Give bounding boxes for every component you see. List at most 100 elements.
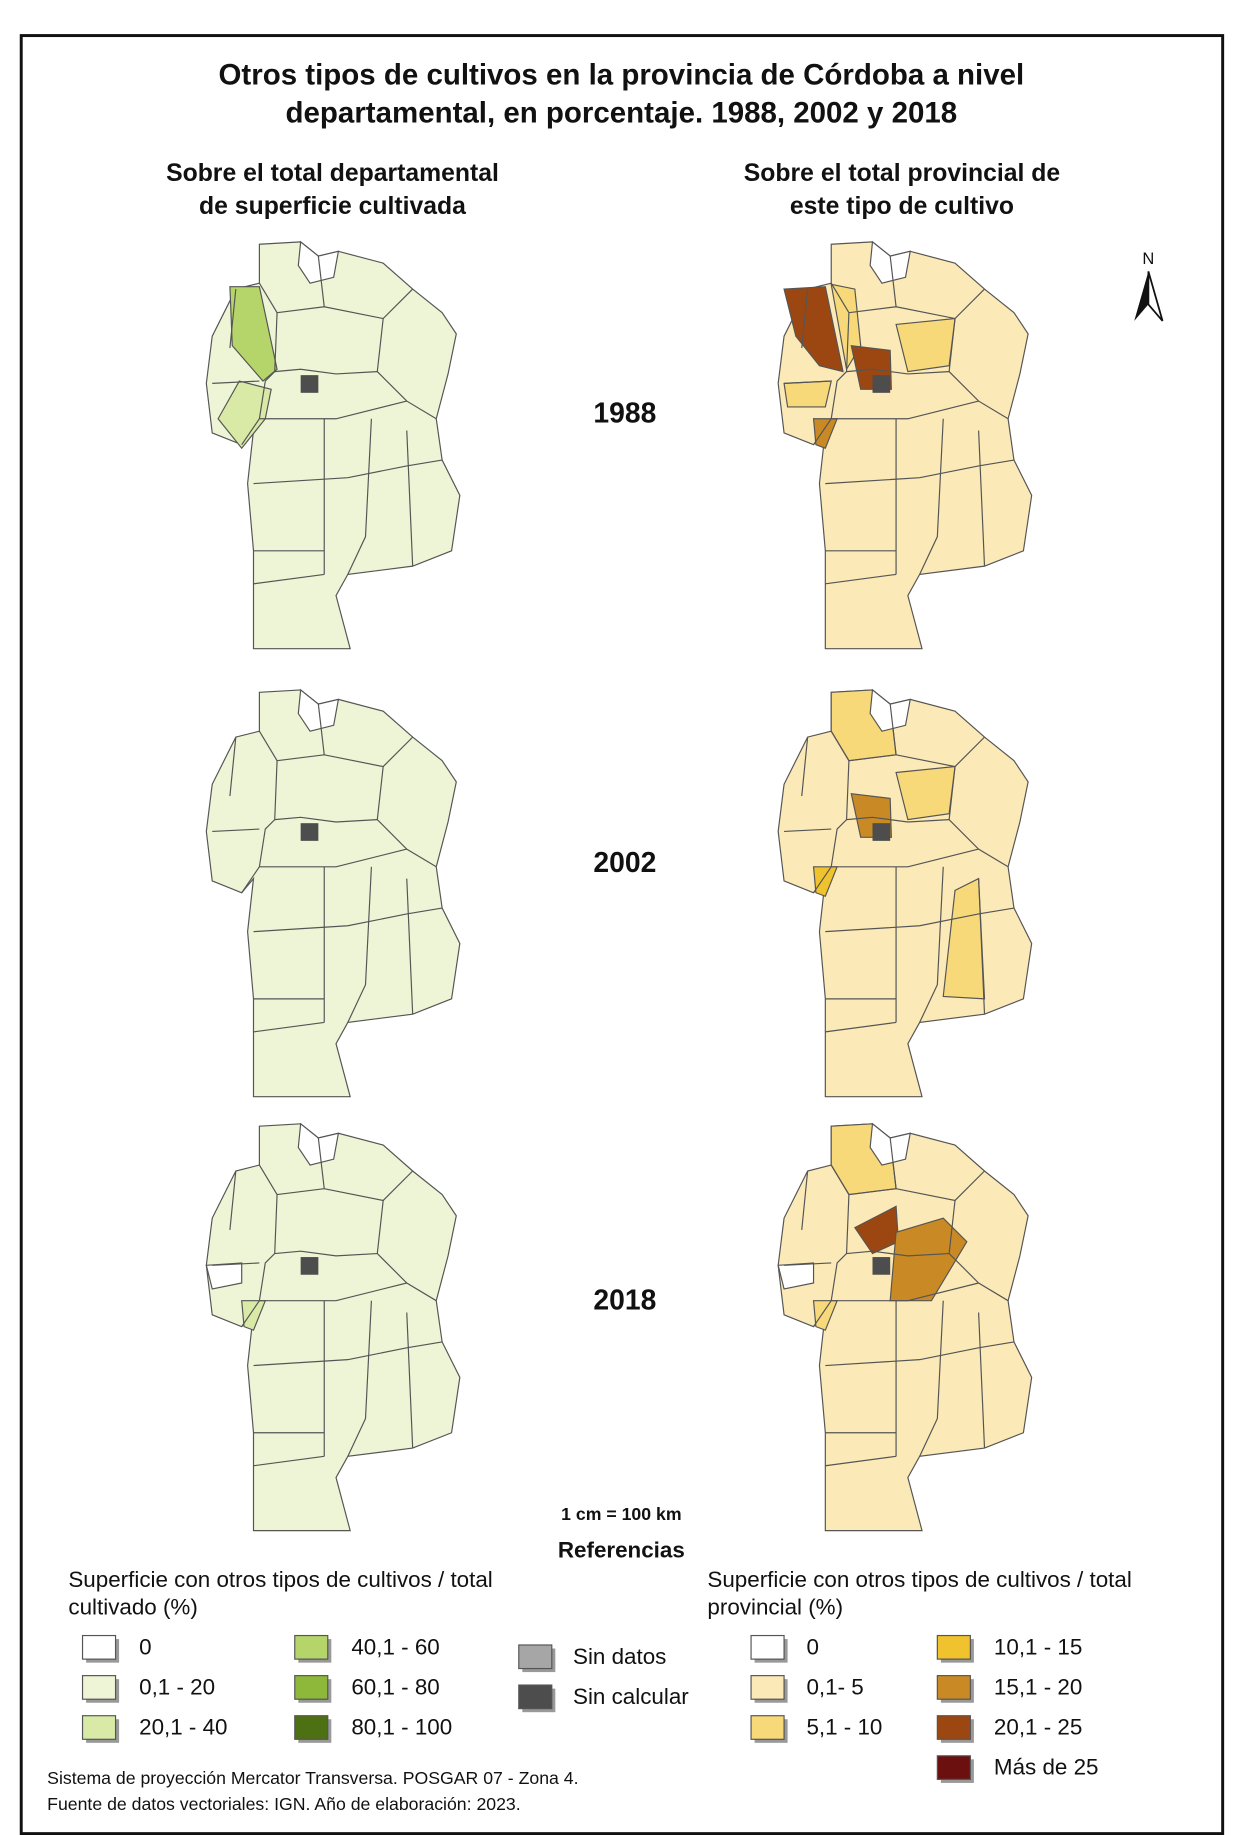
department <box>229 286 278 382</box>
department-border <box>317 255 325 307</box>
department-border <box>825 1341 1015 1367</box>
frame <box>19 34 1225 1835</box>
legend-swatch <box>750 1715 785 1740</box>
department-border <box>406 878 414 1015</box>
department <box>812 1300 838 1331</box>
department-border <box>825 1021 897 1033</box>
year-label: 1988 <box>593 397 656 429</box>
north-arrow: N <box>1134 250 1164 322</box>
column-heading: Sobre el total provincial de <box>744 160 1060 187</box>
capital <box>300 1257 319 1275</box>
capital <box>300 375 319 393</box>
department <box>241 1300 267 1331</box>
legend-title: provincial (%) <box>707 1594 843 1619</box>
legend-swatch <box>518 1644 553 1670</box>
department-border <box>889 255 897 307</box>
year-label: 2002 <box>593 846 656 878</box>
province <box>777 1123 1033 1532</box>
department-border <box>376 1200 437 1302</box>
legend-label: 20,1 - 25 <box>994 1715 1082 1740</box>
department-border <box>813 1164 850 1327</box>
department <box>812 418 838 449</box>
title: departamental, en porcentaje. 1988, 2002… <box>286 96 958 129</box>
department-border <box>825 459 1015 485</box>
department-border <box>978 1312 986 1449</box>
department-border <box>347 1300 372 1457</box>
department-border <box>253 1021 325 1033</box>
department-border <box>253 459 443 485</box>
legend-label: Más de 25 <box>994 1755 1099 1780</box>
legend-label: 40,1 - 60 <box>351 1634 439 1659</box>
scale-text: 1 cm = 100 km <box>561 1504 681 1524</box>
department <box>783 286 844 373</box>
department-border <box>919 418 944 575</box>
department-border <box>229 737 237 797</box>
department-border <box>347 418 372 575</box>
department-border <box>784 380 832 384</box>
legend-label: 5,1 - 10 <box>806 1715 882 1740</box>
department-border <box>846 1250 950 1257</box>
department-border <box>376 766 437 868</box>
legend-swatch <box>294 1675 329 1700</box>
legend-swatch <box>750 1634 785 1660</box>
legend-swatch <box>294 1715 329 1740</box>
province-map <box>205 688 461 1098</box>
year-label: 2018 <box>593 1283 656 1315</box>
department <box>812 866 838 898</box>
legend-title: Superficie con otros tipos de cultivos /… <box>707 1567 1131 1592</box>
legend-swatch <box>81 1675 117 1700</box>
department-border <box>229 1170 237 1231</box>
department-border <box>825 907 1015 933</box>
department-border <box>253 907 443 933</box>
legend-label: Sin calcular <box>573 1684 689 1709</box>
department-border <box>274 816 378 823</box>
legend-swatch <box>81 1634 117 1660</box>
department-border <box>846 368 950 375</box>
department <box>895 765 956 821</box>
legend-title: Superficie con otros tipos de cultivos /… <box>68 1567 492 1592</box>
title: Otros tipos de cultivos en la provincia … <box>219 59 1025 92</box>
department <box>783 380 832 408</box>
province-map <box>777 1122 1033 1532</box>
department-border <box>831 1282 979 1302</box>
legend-label: 80,1 - 100 <box>351 1715 452 1740</box>
department <box>942 877 986 1000</box>
department-border <box>259 848 407 868</box>
department-border <box>978 878 986 1015</box>
department-border <box>406 1312 414 1449</box>
department-border <box>784 1262 832 1266</box>
department-border <box>831 400 979 420</box>
capital <box>872 375 891 393</box>
province <box>205 689 461 1098</box>
legend-label: 15,1 - 20 <box>994 1675 1082 1700</box>
legend-swatch <box>294 1634 329 1660</box>
department-border <box>317 1137 325 1189</box>
department-border <box>259 1282 407 1302</box>
department-border <box>848 736 985 768</box>
capital <box>872 1257 891 1275</box>
legend-label: Sin datos <box>573 1644 666 1669</box>
department-border <box>259 400 407 420</box>
department-border <box>919 1300 944 1457</box>
department-border <box>848 1170 985 1202</box>
department-border <box>948 1200 1009 1302</box>
legend-label: 0 <box>806 1634 818 1659</box>
legend-heading: Referencias <box>558 1538 685 1563</box>
department-border <box>848 288 985 320</box>
department-border <box>919 866 944 1023</box>
department-border <box>831 848 979 868</box>
department-border <box>406 430 414 567</box>
department-border <box>253 1341 443 1367</box>
legend-swatch <box>936 1715 971 1740</box>
legend-swatch <box>936 1634 971 1660</box>
department-border <box>212 1262 260 1266</box>
department-border <box>825 1455 897 1467</box>
department-border <box>784 828 832 833</box>
legend-swatch <box>81 1715 117 1740</box>
department-border <box>347 866 372 1023</box>
department-border <box>274 1250 378 1257</box>
department-border <box>212 828 260 833</box>
province-map <box>777 240 1033 650</box>
department-border <box>212 380 260 384</box>
